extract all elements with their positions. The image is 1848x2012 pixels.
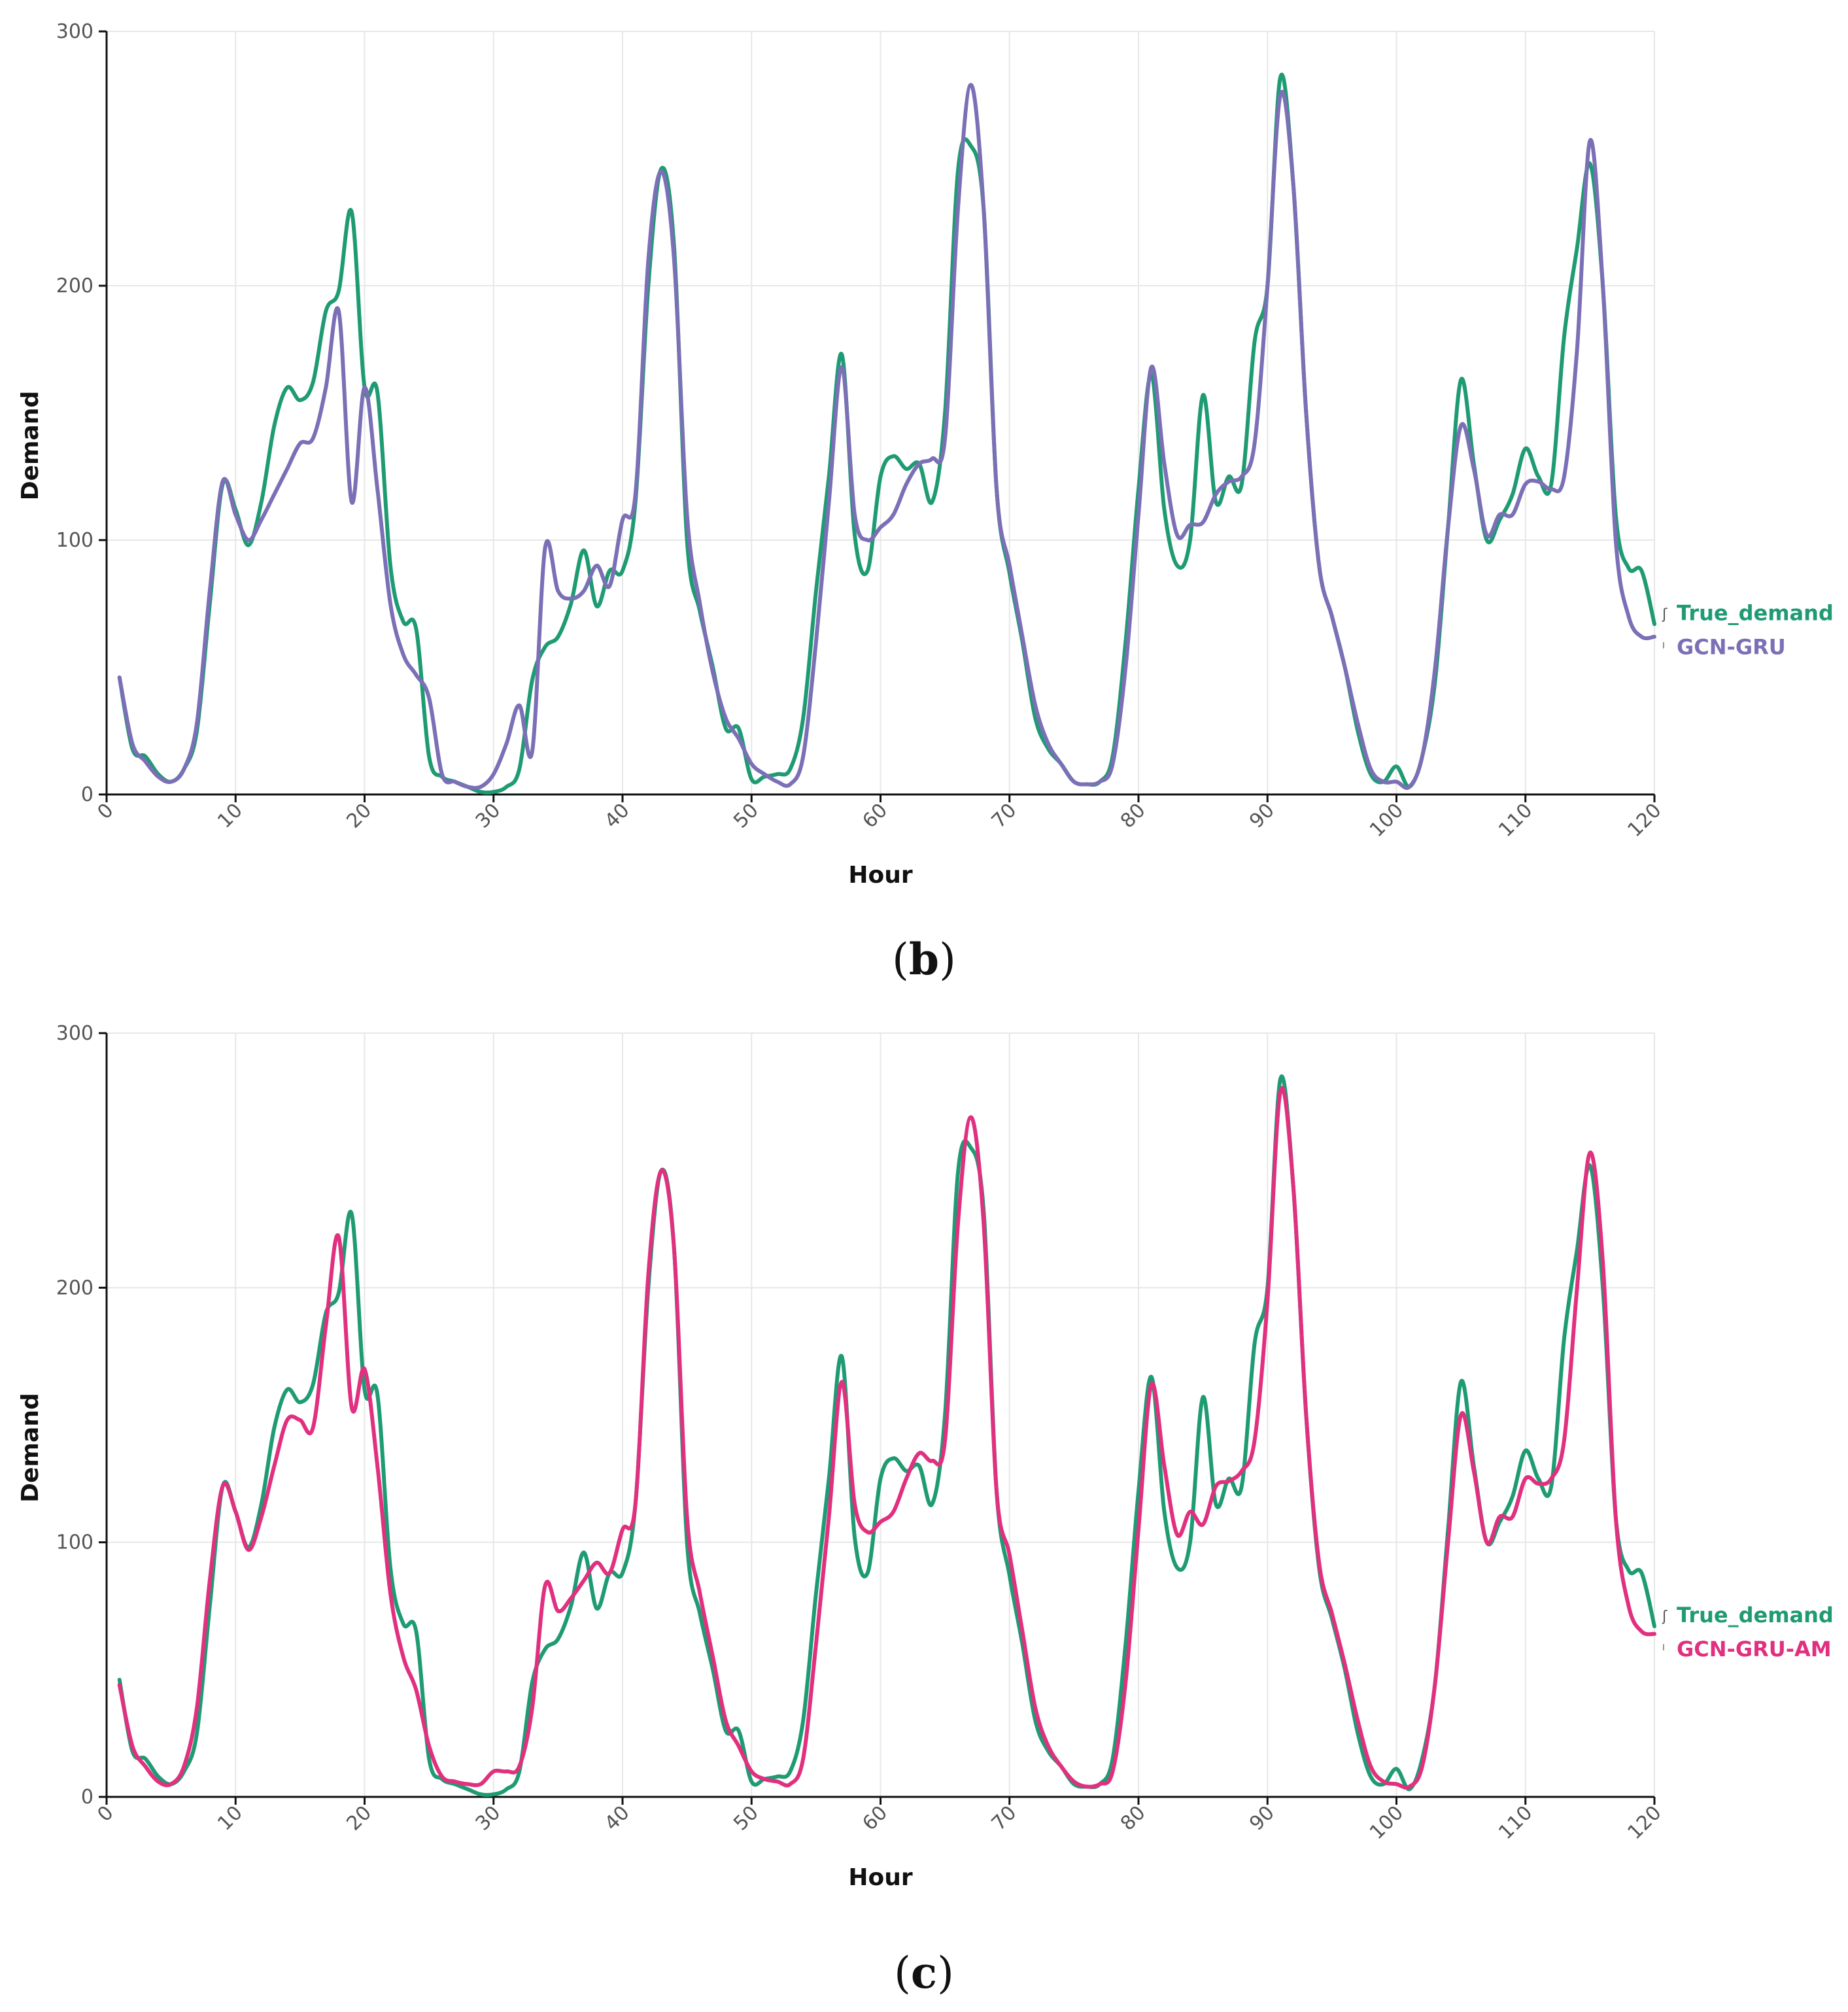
caption-b: (b) (892, 934, 956, 985)
chart-c-x-tick-label: 80 (1116, 1801, 1150, 1835)
chart-b-x-tick-label: 110 (1494, 799, 1537, 842)
chart-c-x-tick-label: 90 (1245, 1801, 1279, 1835)
chart-c-legend-label-0: True_demand (1677, 1603, 1834, 1628)
caption-c-open: ( (894, 1948, 911, 1998)
chart-b-legend-connector-0: ʃ (1662, 606, 1668, 622)
chart-b-x-tick-label: 90 (1245, 799, 1279, 833)
caption-c-close: ) (937, 1948, 954, 1998)
caption-b-letter: b (909, 934, 939, 985)
chart-b-x-tick-label: 50 (729, 799, 763, 833)
chart-b-x-tick-label: 10 (213, 799, 247, 833)
caption-b-close: ) (939, 934, 956, 985)
chart-b-y-axis-label: Demand (17, 391, 44, 501)
chart-b-legend-connector-1: ˡ (1662, 640, 1665, 656)
chart-b-x-tick-label: 30 (471, 799, 505, 833)
chart-b-x-tick-label: 120 (1623, 799, 1666, 842)
chart-c-y-tick-label: 300 (56, 1022, 94, 1045)
chart-b-legend-label-0: True_demand (1677, 600, 1834, 625)
caption-c-letter: c (911, 1947, 937, 1998)
chart-c-y-tick-label: 200 (56, 1276, 94, 1299)
caption-c: (c) (894, 1947, 954, 1998)
chart-b-x-tick-label: 0 (93, 799, 118, 824)
chart-c-legend-connector-0: ʃ (1662, 1609, 1668, 1625)
chart-b-x-tick-label: 70 (987, 799, 1021, 833)
chart-c-x-tick-label: 0 (93, 1801, 118, 1826)
chart-b-x-axis-label: Hour (848, 862, 912, 889)
chart-panel-c: 0 100 200 300 0 10 20 30 40 50 60 70 80 90 100 110 120 Ho… (17, 1022, 1834, 1891)
chart-b-series-line-gcn-gru (117, 82, 1656, 791)
chart-c-x-tick-label: 70 (987, 1801, 1021, 1835)
caption-b-open: ( (892, 934, 909, 985)
chart-c-x-axis-label: Hour (848, 1864, 912, 1891)
chart-c-x-tick-label: 120 (1623, 1801, 1666, 1844)
chart-b-legend-label-1: GCN-GRU (1677, 634, 1786, 659)
chart-c-y-tick-label: 100 (56, 1531, 94, 1554)
chart-c-x-tick-label: 40 (600, 1801, 634, 1835)
chart-c-x-tick-label: 30 (471, 1801, 505, 1835)
chart-b-x-tick-label: 40 (600, 799, 634, 833)
chart-c-x-tick-label: 100 (1365, 1801, 1408, 1844)
chart-c-series-line-true-demand (117, 1074, 1656, 1798)
chart-c-series-line-gcn-gru-am (117, 1085, 1656, 1790)
chart-c-y-tick-label: 0 (81, 1786, 94, 1809)
chart-c-y-axis-label: Demand (17, 1393, 44, 1503)
chart-c-legend-connector-1: ˡ (1662, 1643, 1665, 1659)
chart-c-legend-label-1: GCN-GRU-AM (1677, 1637, 1832, 1662)
chart-c-x-tick-label: 50 (729, 1801, 763, 1835)
chart-panel-b: 0 100 200 300 0 10 20 30 40 50 60 70 80 90 100 110 120 Ho… (17, 20, 1834, 889)
chart-b-x-tick-label: 20 (342, 799, 376, 833)
chart-c-x-tick-label: 10 (213, 1801, 247, 1835)
chart-b-series-line-true-demand (117, 73, 1656, 795)
chart-b-y-tick-label: 300 (56, 20, 94, 43)
chart-b-x-tick-label: 60 (858, 799, 892, 833)
chart-b-x-tick-label: 100 (1365, 799, 1408, 842)
chart-b-y-tick-label: 0 (81, 783, 94, 806)
chart-b-y-tick-label: 100 (56, 529, 94, 552)
chart-b-y-tick-label: 200 (56, 275, 94, 298)
chart-c-x-tick-label: 110 (1494, 1801, 1537, 1844)
chart-b-x-tick-label: 80 (1116, 799, 1150, 833)
chart-c-x-tick-label: 60 (858, 1801, 892, 1835)
chart-c-x-tick-label: 20 (342, 1801, 376, 1835)
